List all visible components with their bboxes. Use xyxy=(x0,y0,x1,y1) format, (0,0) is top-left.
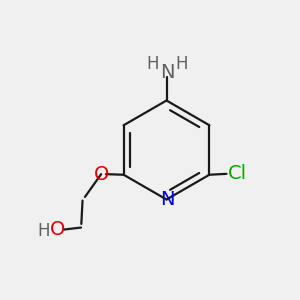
Text: N: N xyxy=(160,63,174,82)
Text: O: O xyxy=(93,165,109,184)
Text: O: O xyxy=(50,220,65,239)
Text: N: N xyxy=(160,190,174,209)
Text: H: H xyxy=(146,55,159,73)
Text: Cl: Cl xyxy=(228,164,247,183)
Text: H: H xyxy=(175,55,188,73)
Text: H: H xyxy=(37,223,50,241)
